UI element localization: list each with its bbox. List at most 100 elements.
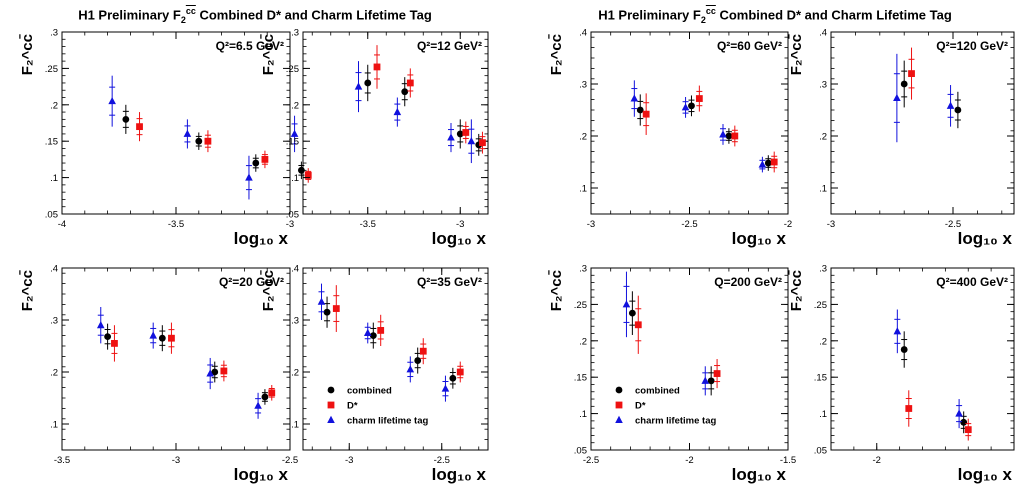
x-axis-label: log₁₀ x	[234, 465, 289, 484]
legend-label: combined	[347, 386, 392, 397]
x-axis-label: log₁₀ x	[732, 229, 787, 248]
data-point	[377, 327, 385, 334]
series-charm-lifetime-tag	[893, 53, 955, 143]
data-point	[441, 384, 450, 392]
y-axis-label: F₂^cc̄	[259, 269, 277, 311]
y-tick-label: .3	[819, 80, 827, 91]
series-d-	[136, 112, 312, 183]
x-axis-label: log₁₀ x	[958, 465, 1013, 484]
data-point	[261, 393, 269, 401]
y-tick-label: .1	[819, 409, 827, 420]
data-point	[195, 137, 203, 145]
data-point	[96, 321, 105, 329]
x-tick-label: -2	[873, 455, 881, 466]
panel-label: Q=200 GeV²	[714, 275, 782, 289]
legend-marker	[615, 415, 623, 423]
data-point	[764, 159, 772, 167]
data-point	[104, 333, 111, 341]
data-point	[456, 130, 464, 138]
data-point	[406, 79, 414, 87]
data-point	[304, 172, 312, 179]
series-d-	[111, 322, 276, 401]
y-tick-label: .1	[819, 184, 827, 195]
series-combined	[636, 94, 772, 171]
data-point	[158, 334, 166, 342]
data-point	[111, 340, 118, 347]
data-point	[254, 401, 262, 409]
x-axis-label: log₁₀ x	[234, 229, 289, 248]
data-point	[136, 123, 143, 131]
legend-label: D*	[347, 401, 358, 412]
x-tick-label: -2	[784, 219, 792, 230]
panel-label: Q²=6.5 GeV²	[216, 39, 284, 53]
y-tick-label: .2	[579, 132, 587, 143]
data-point	[893, 93, 901, 102]
series-charm-lifetime-tag	[893, 309, 963, 429]
data-point	[317, 297, 326, 305]
legend-marker	[327, 386, 335, 394]
y-tick-label: .05	[814, 446, 827, 457]
x-tick-label: -3	[345, 455, 353, 466]
data-point	[323, 308, 331, 316]
y-axis-label: F₂^cc̄	[259, 33, 277, 75]
x-tick-label: -2.5	[681, 219, 697, 230]
data-point	[731, 132, 739, 140]
legend-label: charm lifetime tag	[347, 416, 428, 427]
x-tick-label: -1.5	[780, 455, 796, 466]
plot-frame	[590, 31, 789, 215]
data-point	[211, 368, 219, 376]
y-tick-label: .3	[291, 28, 299, 39]
data-point	[681, 103, 690, 111]
y-tick-label: .2	[50, 100, 58, 111]
x-tick-label: -3	[456, 219, 464, 230]
y-tick-label: .05	[45, 210, 58, 221]
data-point	[960, 418, 968, 426]
series-d-	[634, 295, 721, 389]
legend: combined D* charm lifetime tag	[327, 386, 428, 427]
y-tick-label: .25	[574, 300, 587, 311]
y-tick-label: .1	[579, 409, 587, 420]
data-point	[630, 94, 639, 102]
data-point	[701, 376, 710, 384]
legend: combined D* charm lifetime tag	[615, 386, 716, 427]
y-tick-label: .3	[50, 28, 58, 39]
plot-frame	[830, 31, 1015, 215]
series-combined	[628, 291, 715, 396]
y-axis-label: F₂^cc̄	[787, 33, 805, 75]
panel-8: .05 .1 .15 .2 .25 .3 -2 log₁₀ x F₂^cc̄ Q²=400 GeV…	[787, 264, 1015, 484]
x-tick-label: -3	[286, 219, 294, 230]
series-charm-lifetime-tag	[96, 307, 262, 419]
series-charm-lifetime-tag	[630, 80, 767, 173]
data-point	[954, 106, 962, 114]
data-point	[642, 110, 650, 118]
data-point	[369, 332, 377, 339]
data-point	[622, 300, 631, 308]
y-tick-label: .1	[291, 420, 299, 431]
y-tick-label: .3	[291, 316, 299, 327]
series-charm-lifetime-tag	[622, 271, 710, 396]
data-point	[964, 426, 972, 434]
chart-title-left: H1 Preliminary F2cc Combined D* and Char…	[78, 6, 432, 25]
y-tick-label: .15	[574, 373, 587, 384]
y-tick-label: .05	[574, 446, 587, 457]
y-tick-label: .15	[45, 137, 58, 148]
y-axis-label: F₂^cc̄	[547, 269, 565, 311]
chart-title-right: H1 Preliminary F2cc Combined D* and Char…	[598, 6, 952, 25]
x-tick-label: -2	[685, 455, 693, 466]
data-point	[252, 159, 260, 167]
data-point	[946, 101, 955, 109]
panel-label: Q²=12 GeV²	[417, 39, 482, 53]
plot-frame	[61, 267, 291, 451]
x-tick-label: -2.5	[583, 455, 599, 466]
data-point	[290, 129, 299, 137]
x-axis-label: log₁₀ x	[432, 229, 487, 248]
x-tick-label: -4	[58, 219, 66, 230]
data-point	[220, 367, 228, 375]
x-axis-label: log₁₀ x	[432, 465, 487, 484]
y-tick-label: .3	[579, 80, 587, 91]
y-tick-label: .05	[286, 210, 299, 221]
y-tick-label: .4	[50, 264, 58, 275]
